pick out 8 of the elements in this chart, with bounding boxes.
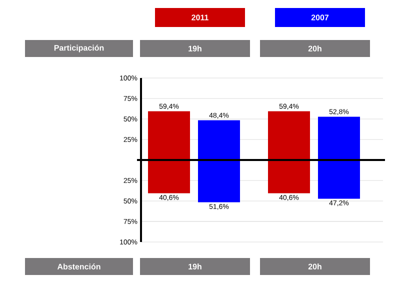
text: 2007 — [311, 14, 329, 20]
x-tick-label: 20h — [308, 46, 322, 52]
text: 2011 — [192, 14, 208, 20]
x-tick-label: 20h — [308, 264, 322, 270]
x-axis-title: Participación — [54, 44, 104, 52]
x-axis-title: Abstención — [57, 264, 100, 270]
x-tick-label: 19h — [188, 46, 202, 52]
x-tick-label: 19h — [188, 264, 202, 270]
